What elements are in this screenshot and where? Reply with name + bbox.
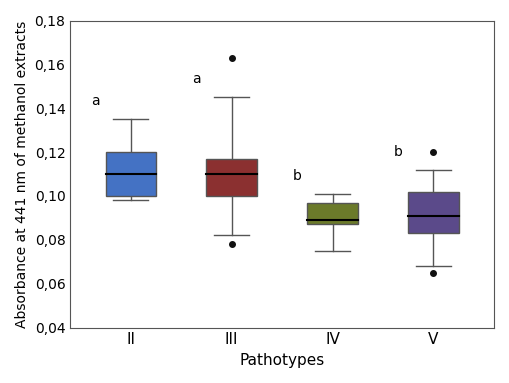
Text: a: a xyxy=(91,94,100,108)
Text: b: b xyxy=(293,169,302,183)
FancyBboxPatch shape xyxy=(207,159,257,196)
FancyBboxPatch shape xyxy=(408,192,459,233)
FancyBboxPatch shape xyxy=(105,152,156,196)
FancyBboxPatch shape xyxy=(307,203,358,224)
Text: a: a xyxy=(192,72,201,86)
Y-axis label: Absorbance at 441 nm of methanol extracts: Absorbance at 441 nm of methanol extract… xyxy=(15,20,29,328)
Text: b: b xyxy=(394,145,403,159)
X-axis label: Pathotypes: Pathotypes xyxy=(240,353,325,368)
